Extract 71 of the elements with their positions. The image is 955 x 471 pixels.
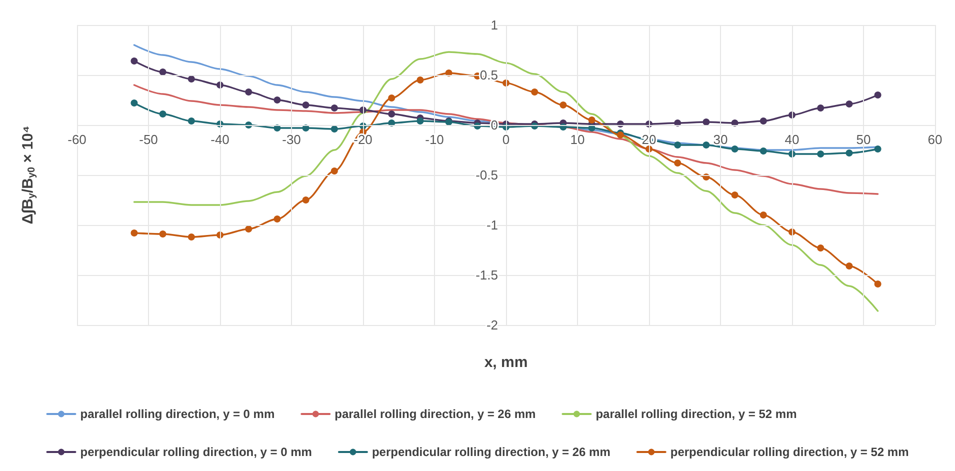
y-tick-label: 1 [490, 18, 498, 32]
x-tick-label: -30 [282, 132, 301, 147]
point [245, 88, 252, 96]
x-tick-label: -40 [210, 132, 230, 147]
point [330, 104, 338, 112]
point [531, 88, 538, 96]
point [388, 94, 396, 102]
legend-label: perpendicular rolling direction, y = 26 mm [372, 445, 610, 459]
legend-label: parallel rolling direction, y = 52 mm [596, 407, 797, 421]
point [817, 244, 824, 252]
x-tick-label: 60 [928, 132, 942, 147]
point [274, 216, 281, 222]
point [188, 234, 195, 240]
point [817, 104, 824, 112]
point [188, 76, 195, 82]
point [760, 212, 767, 218]
y-tick-label: -1 [486, 218, 498, 232]
point [674, 160, 682, 166]
x-tick-label: -60 [68, 132, 86, 147]
x-tick-label: 20 [642, 132, 656, 147]
x-tick-label: 10 [570, 132, 585, 147]
point [388, 110, 396, 118]
x-axis-title: x, mm [484, 354, 528, 371]
point [846, 100, 853, 108]
point [302, 102, 310, 108]
point [817, 150, 824, 158]
x-tick-label: 40 [784, 132, 800, 147]
point [330, 168, 338, 174]
point [874, 146, 882, 152]
point [416, 76, 424, 84]
point [702, 142, 710, 148]
point [674, 142, 682, 148]
x-tick-label: 50 [856, 132, 871, 147]
point [159, 230, 166, 238]
x-tick-label: 0 [502, 132, 510, 147]
point [130, 230, 138, 236]
y-tick-label: -0.5 [476, 168, 498, 182]
point [159, 110, 166, 118]
legend-label: parallel rolling direction, y = 26 mm [334, 407, 536, 421]
point [130, 58, 138, 64]
x-tick-label: -10 [425, 132, 444, 147]
point [274, 96, 281, 104]
x-tick-label: -50 [139, 132, 158, 147]
point [874, 92, 882, 98]
point [702, 118, 710, 126]
point [245, 226, 252, 232]
legend-label: parallel rolling direction, y = 0 mm [80, 407, 275, 421]
point [731, 146, 738, 152]
y-tick-label: -1.5 [476, 268, 498, 282]
point [731, 192, 738, 198]
point [846, 262, 853, 270]
x-tick-label: 30 [713, 132, 728, 147]
y-axis-title: Δ∫By/By0 × 10⁴ [20, 126, 38, 224]
legend-label: perpendicular rolling direction, y = 52 mm [670, 445, 909, 459]
y-tick-label: -2 [486, 318, 498, 332]
point [874, 280, 882, 288]
point [330, 126, 338, 132]
point [159, 68, 166, 76]
point [760, 118, 767, 124]
point [560, 102, 567, 108]
point [416, 118, 424, 124]
point [846, 150, 853, 156]
legend-label: perpendicular rolling direction, y = 0 mm [80, 445, 312, 459]
line-series [133, 51, 879, 312]
y-tick-label: 0 [490, 118, 498, 132]
point [130, 100, 138, 106]
point [302, 196, 310, 204]
point [188, 118, 195, 124]
point [588, 116, 596, 124]
point [760, 148, 767, 154]
line-series [133, 84, 879, 195]
